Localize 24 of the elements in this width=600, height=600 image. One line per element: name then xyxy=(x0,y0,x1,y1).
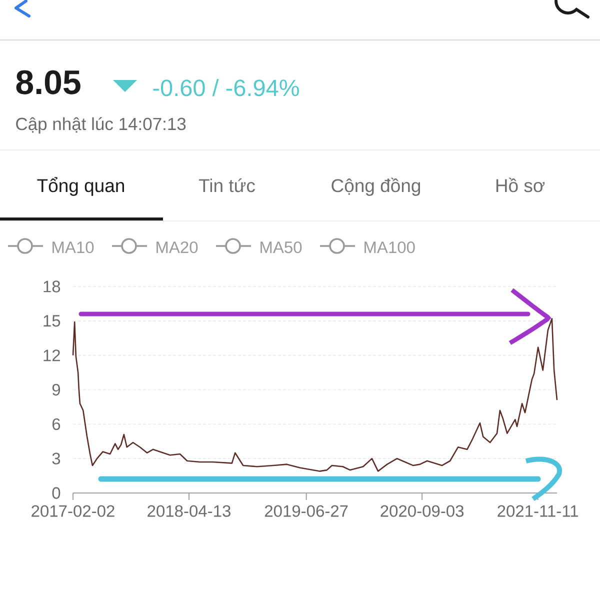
text: Cập nhật lúc 14:07:13 xyxy=(16,117,186,134)
x-tick-label: 2021-11-11 xyxy=(498,505,578,517)
x-tick-label: 2018-04-13 xyxy=(148,505,230,517)
text: MA50 xyxy=(260,241,302,254)
line-series xyxy=(72,318,558,472)
y-tick-label: 18 xyxy=(44,280,60,292)
text: Cộng đồng xyxy=(332,178,420,196)
text: MA100 xyxy=(364,241,415,254)
x-tick-label: 2020-09-03 xyxy=(380,505,464,517)
y-tick-label: 9 xyxy=(52,384,60,396)
y-tick-label: 6 xyxy=(52,418,60,430)
text: Tổng quan xyxy=(37,177,124,196)
x-tick-label: 2019-06-27 xyxy=(264,505,348,517)
text: MA10 xyxy=(52,241,94,254)
y-tick-label: 0 xyxy=(52,487,60,499)
text: -0.60 / -6.94% xyxy=(153,78,299,96)
text: Tin tức xyxy=(198,178,255,192)
y-tick-label: 3 xyxy=(52,452,60,464)
text: 8.05 xyxy=(16,70,80,94)
y-tick-label: 12 xyxy=(44,350,60,362)
x-tick-label: 2017-02-02 xyxy=(32,505,114,517)
text: MA20 xyxy=(156,241,198,254)
y-tick-label: 15 xyxy=(44,315,60,327)
text: Hồ sơ xyxy=(496,178,545,192)
